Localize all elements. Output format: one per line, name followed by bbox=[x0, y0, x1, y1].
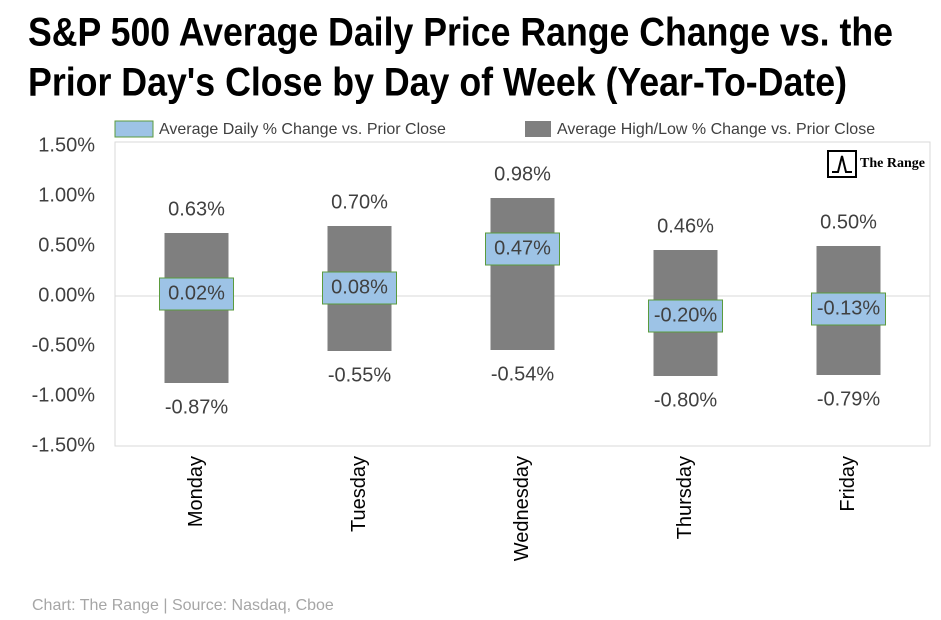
y-tick-label: -1.00% bbox=[32, 384, 96, 406]
data-label: 0.98% bbox=[494, 163, 551, 185]
data-label: -0.79% bbox=[817, 388, 881, 410]
x-tick-label: Monday bbox=[185, 456, 207, 527]
data-label: 0.70% bbox=[331, 191, 388, 213]
data-label: 0.47% bbox=[494, 237, 551, 259]
logo: The Range bbox=[827, 150, 925, 178]
logo-icon bbox=[827, 150, 857, 178]
data-label: -0.20% bbox=[654, 304, 718, 326]
data-label: 0.02% bbox=[168, 282, 225, 304]
chart-title: Prior Day's Close by Day of Week (Year-T… bbox=[28, 61, 847, 105]
range-bar bbox=[490, 198, 555, 350]
data-label: -0.13% bbox=[817, 297, 881, 319]
average-marker bbox=[648, 299, 723, 333]
y-tick-label: -0.50% bbox=[32, 334, 96, 356]
average-marker bbox=[159, 277, 234, 311]
legend-label: Average Daily % Change vs. Prior Close bbox=[159, 121, 446, 138]
x-tick-label: Wednesday bbox=[511, 456, 533, 561]
legend-swatch bbox=[114, 120, 154, 138]
x-tick-label: Friday bbox=[837, 456, 859, 512]
data-label: -0.54% bbox=[491, 363, 555, 385]
average-marker bbox=[811, 292, 886, 326]
plot-area bbox=[114, 141, 931, 447]
x-tick-label: Tuesday bbox=[348, 456, 370, 532]
logo-icon bbox=[832, 155, 852, 173]
logo-text: The Range bbox=[860, 156, 925, 171]
data-label: -0.87% bbox=[165, 396, 229, 418]
data-label: -0.80% bbox=[654, 389, 718, 411]
data-label: 0.08% bbox=[331, 276, 388, 298]
average-marker bbox=[485, 232, 560, 266]
x-tick-label: Thursday bbox=[674, 456, 696, 539]
y-tick-label: 1.00% bbox=[38, 184, 95, 206]
y-tick-label: -1.50% bbox=[32, 434, 96, 456]
y-tick-label: 0.00% bbox=[38, 284, 95, 306]
data-label: 0.46% bbox=[657, 215, 714, 237]
legend-label: Average High/Low % Change vs. Prior Clos… bbox=[557, 121, 875, 138]
chart-title: S&P 500 Average Daily Price Range Change… bbox=[28, 11, 893, 55]
data-label: 0.63% bbox=[168, 198, 225, 220]
data-label: -0.55% bbox=[328, 364, 392, 386]
y-tick-label: 0.50% bbox=[38, 234, 95, 256]
y-tick-label: 1.50% bbox=[38, 134, 95, 156]
legend-swatch bbox=[525, 121, 551, 137]
source-note: Chart: The Range | Source: Nasdaq, Cboe bbox=[32, 597, 334, 614]
data-label: 0.50% bbox=[820, 211, 877, 233]
average-marker bbox=[322, 271, 397, 305]
